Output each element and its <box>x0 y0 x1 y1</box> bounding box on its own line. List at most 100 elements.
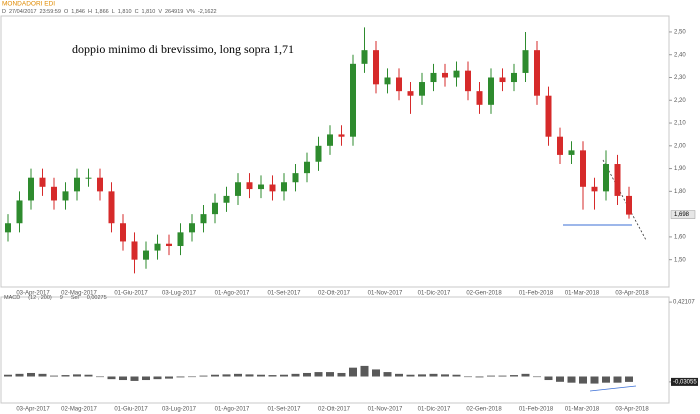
macd-bar <box>464 376 472 378</box>
macd-bar <box>613 376 622 383</box>
value-box <box>671 377 698 386</box>
macd-bar <box>165 376 173 379</box>
last-price-label: 1,698 <box>674 212 690 218</box>
macd-field: 9 <box>60 295 63 301</box>
candle-body <box>338 134 345 137</box>
candle-body <box>74 177 80 192</box>
candle-body <box>499 77 506 83</box>
quote-field: 27/04/2017 <box>9 9 37 15</box>
x-tick-label: 03-Lug-2017 <box>162 407 197 413</box>
candle-body <box>396 77 402 92</box>
x-tick-label: 02-Mag-2017 <box>61 407 97 413</box>
macd-trend-line <box>589 385 637 392</box>
macd-bar <box>107 376 116 380</box>
macd-bar <box>142 376 150 381</box>
x-tick-label: 03-Apr-2017 <box>16 407 50 413</box>
x-tick-label: 01-Mar-2018 <box>565 291 600 297</box>
candle-body <box>16 200 23 224</box>
quote-field: 1,846 <box>71 9 85 15</box>
macd-bar <box>533 376 541 378</box>
macd-bar <box>625 376 633 382</box>
macd-bar <box>199 375 208 377</box>
macd-bar <box>441 374 449 377</box>
macd-bar <box>211 374 219 377</box>
x-tick-label: 02-Mag-2017 <box>61 291 97 297</box>
candle-body <box>453 70 460 78</box>
candle-body <box>545 95 552 137</box>
macd-field: Sel <box>71 295 79 301</box>
quote-field: H <box>88 9 92 15</box>
x-tick-label: 01-Giu-2017 <box>114 407 148 413</box>
quote-field: V <box>158 9 162 15</box>
trend-line <box>602 159 647 241</box>
x-tick-label: 01-Mar-2018 <box>565 407 600 413</box>
candle-body <box>476 91 483 105</box>
candle-body <box>143 250 149 260</box>
macd-bar <box>61 375 70 377</box>
x-tick-label: 01-Feb-2018 <box>519 291 554 297</box>
y-tick-label: 1,80 <box>674 189 686 195</box>
candle-body <box>154 243 161 251</box>
candle-body <box>384 77 391 85</box>
x-tick-label: 02-Ott-2017 <box>318 291 351 297</box>
candle-body <box>5 223 11 233</box>
macd-bar <box>96 376 104 378</box>
macd-bar <box>567 376 576 383</box>
macd-bar <box>556 376 564 382</box>
candle-body <box>465 70 471 92</box>
quote-field: V% <box>186 9 195 15</box>
x-tick-label: 01-Nov-2017 <box>368 407 403 413</box>
candle-body <box>39 177 46 187</box>
candle-body <box>580 150 586 187</box>
x-tick-label: 02-Gen-2018 <box>466 407 502 413</box>
x-tick-label: 02-Gen-2018 <box>466 291 502 297</box>
macd-bar <box>360 365 369 377</box>
y-tick-label: 2,10 <box>674 121 686 127</box>
macd-bar <box>119 376 127 381</box>
quote-info: D 27/04/2017 23:59:59 O 1,846 H 1,866 L 1,810 C 1,… <box>2 9 217 15</box>
quote-field: 1,866 <box>95 9 109 15</box>
x-tick-label: 03-Apr-2018 <box>615 291 649 297</box>
macd-bar <box>383 372 392 377</box>
macd-bar <box>303 372 311 377</box>
macd-bar <box>38 373 47 377</box>
macd-bar <box>153 376 162 380</box>
macd-bar <box>590 376 599 384</box>
macd-bar <box>544 376 553 381</box>
x-tick-label: 03-Lug-2017 <box>162 291 197 297</box>
macd-bar <box>27 372 35 377</box>
quote-field: O <box>64 9 69 15</box>
candle-body <box>350 63 356 137</box>
candle-body <box>62 191 69 201</box>
candle-body <box>189 223 195 233</box>
candle-body <box>591 186 598 192</box>
x-tick-label: 01-Set-2017 <box>267 291 301 297</box>
quote-field: 1,810 <box>118 9 132 15</box>
candle-body <box>51 186 57 201</box>
macd-bar <box>188 376 196 378</box>
macd-bar <box>50 375 58 377</box>
candle-body <box>315 145 322 162</box>
x-tick-label: 01-Ago-2017 <box>215 407 250 413</box>
candle-body <box>292 173 299 183</box>
macd-bar <box>280 374 288 377</box>
candle-body <box>212 202 218 215</box>
macd-bar <box>84 374 93 377</box>
candle-body <box>361 50 368 64</box>
candle-body <box>373 50 379 85</box>
y-tick-label: 1,50 <box>674 257 686 263</box>
candle-body <box>488 77 494 105</box>
macd-panel <box>0 296 670 404</box>
candle-body <box>223 195 230 203</box>
quote-field: -2,1622 <box>198 9 217 15</box>
candle-body <box>85 177 92 179</box>
candle-body <box>327 134 333 146</box>
candle-body <box>419 82 425 96</box>
x-tick-label: 01-Ago-2017 <box>215 291 250 297</box>
candle-body <box>258 184 264 190</box>
y-tick-label: 2,30 <box>674 75 686 81</box>
macd-bar <box>222 374 231 377</box>
macd-bar <box>579 376 587 384</box>
macd-bar <box>257 374 265 377</box>
